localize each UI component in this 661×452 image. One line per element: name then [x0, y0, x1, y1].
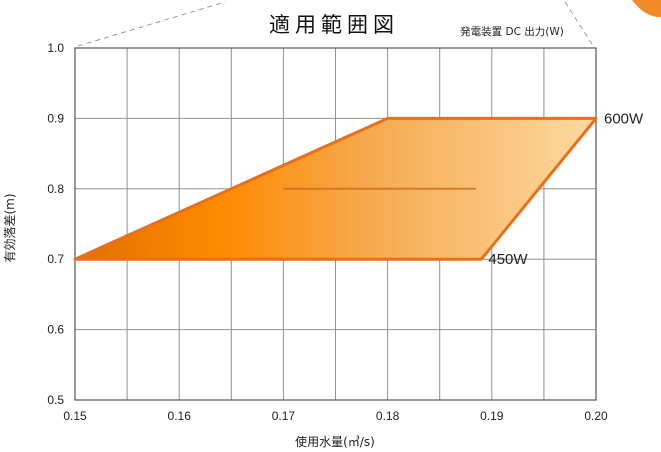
x-tick-label: 0.15 [63, 409, 87, 423]
x-tick-label: 0.19 [480, 409, 504, 423]
chart-title: 適用範囲図 [269, 13, 399, 37]
series-labels: 600W 450W [488, 110, 644, 268]
chart-subtitle: 発電装置 DC 出力(W) [460, 25, 564, 38]
x-tick-label: 0.20 [584, 409, 608, 423]
dashed-guide-left [77, 1, 226, 47]
y-tick-label: 0.6 [47, 323, 64, 337]
x-tick-label: 0.17 [272, 409, 296, 423]
series-label-600w: 600W [604, 110, 644, 127]
x-tick-label: 0.16 [168, 409, 192, 423]
plot-frame [74, 47, 597, 401]
y-tick-label: 0.7 [47, 252, 64, 266]
y-tick-label: 0.5 [47, 393, 64, 407]
y-tick-label: 0.8 [47, 182, 64, 196]
x-tick-label: 0.18 [376, 409, 400, 423]
region-layer [73, 116, 598, 261]
y-tick-label: 1.0 [47, 41, 64, 55]
series-label-450w: 450W [488, 251, 528, 268]
y-axis-label: 有効落差(m) [2, 193, 17, 262]
y-tick-label: 0.9 [47, 111, 64, 125]
corner-accent [632, 0, 661, 18]
tick-labels: 0.15 0.16 0.17 0.18 0.19 0.20 0.5 0.6 0.7 0.8 0.9 1… [47, 41, 608, 423]
x-axis-label: 使用水量(㎥/s) [295, 434, 375, 449]
dashed-guide-right [564, 1, 593, 45]
